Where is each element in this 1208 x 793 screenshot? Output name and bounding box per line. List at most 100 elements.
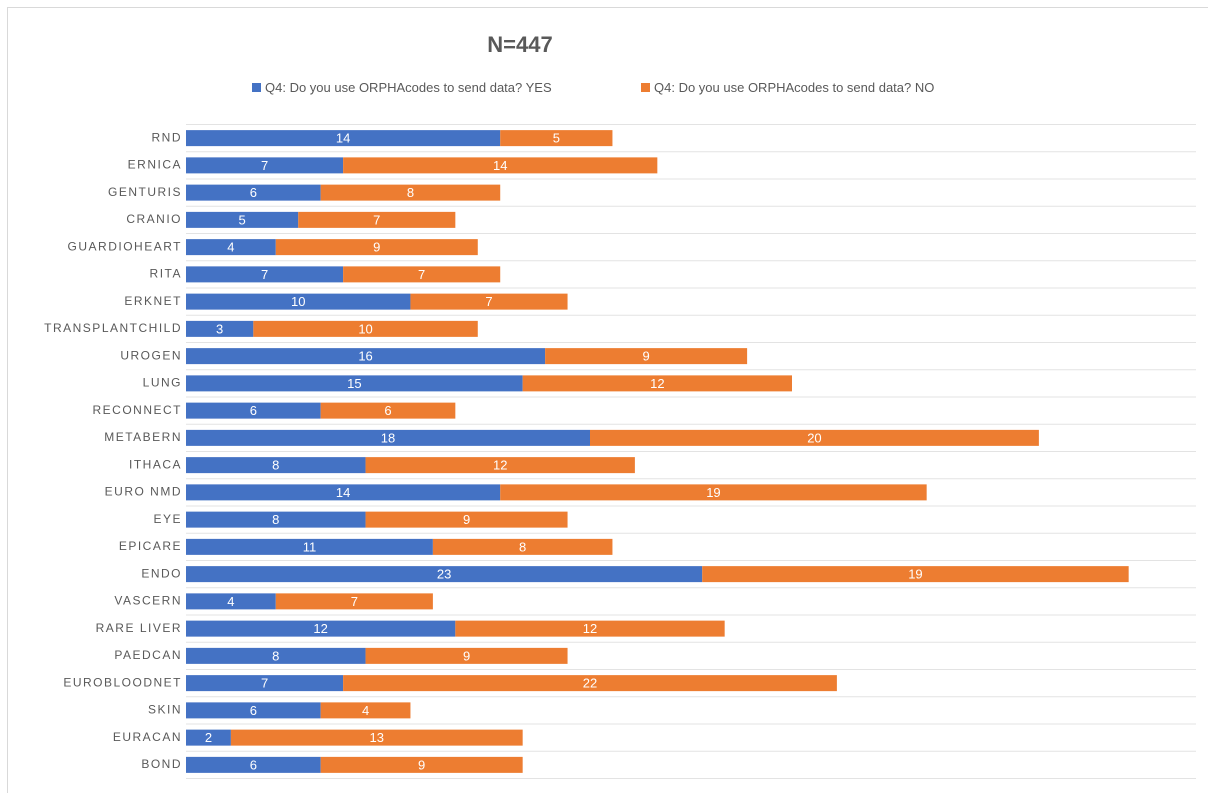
bar-segment (590, 429, 1039, 446)
y-tick-label: GUARDIOHEART (68, 239, 182, 253)
value-label: 12 (650, 376, 664, 391)
bar-segment (186, 157, 344, 174)
bar-segment (432, 538, 613, 555)
value-label: 7 (485, 294, 492, 309)
chart-title: N=447 (487, 32, 552, 57)
bar-segment (186, 130, 501, 147)
value-label: 9 (463, 648, 470, 663)
bar-segment (365, 647, 568, 664)
bar-segment (545, 348, 748, 365)
value-label: 12 (583, 621, 597, 636)
y-tick-label: METABERN (104, 430, 182, 444)
y-tick-label: RECONNECT (92, 403, 182, 417)
value-label: 13 (370, 730, 384, 745)
bar-segment (186, 239, 276, 256)
bar-segment (186, 484, 501, 501)
value-label: 4 (227, 594, 234, 609)
value-label: 15 (347, 376, 361, 391)
value-label: 19 (908, 567, 922, 582)
bar-segment (186, 620, 456, 637)
legend-label: Q4: Do you use ORPHAcodes to send data? … (265, 80, 552, 95)
value-label: 5 (553, 131, 560, 146)
value-label: 8 (272, 648, 279, 663)
bar-segment (186, 511, 366, 528)
value-label: 7 (261, 267, 268, 282)
value-label: 8 (407, 185, 414, 200)
bar-segment (186, 593, 276, 610)
value-label: 20 (807, 430, 821, 445)
value-label: 2 (205, 730, 212, 745)
bar-segment (186, 184, 321, 201)
value-label: 6 (250, 185, 257, 200)
bar-segment (320, 702, 411, 719)
value-label: 6 (250, 757, 257, 772)
value-label: 11 (303, 539, 317, 554)
y-tick-label: ITHACA (129, 457, 182, 471)
bar-segment (343, 266, 501, 283)
value-label: 4 (227, 240, 234, 255)
bar-segment (320, 184, 501, 201)
value-label: 8 (519, 539, 526, 554)
legend-swatch (252, 83, 261, 92)
y-tick-label: GENTURIS (108, 185, 182, 199)
bar-segment (186, 211, 299, 228)
bar-segment (410, 293, 568, 310)
bar-segment (186, 457, 366, 474)
bar-segment (186, 729, 231, 746)
y-tick-label: CRANIO (126, 212, 182, 226)
legend-swatch (641, 83, 650, 92)
value-label: 6 (250, 703, 257, 718)
value-label: 3 (216, 321, 223, 336)
bar-segment (186, 538, 433, 555)
bar-segment (186, 647, 366, 664)
value-label: 10 (358, 321, 372, 336)
bar-segment (186, 702, 321, 719)
value-label: 6 (384, 403, 391, 418)
value-label: 12 (493, 458, 507, 473)
y-tick-label: EYE (153, 512, 182, 526)
chart-border (7, 7, 1208, 793)
y-tick-label: RND (152, 130, 183, 144)
bar-segment (186, 348, 546, 365)
value-label: 7 (261, 676, 268, 691)
bar-segment (320, 402, 456, 419)
value-label: 8 (272, 458, 279, 473)
value-label: 23 (437, 567, 451, 582)
bar-segment (186, 293, 411, 310)
y-tick-label: RITA (150, 267, 182, 281)
y-tick-label: TRANSPLANTCHILD (44, 321, 182, 335)
value-label: 14 (336, 485, 350, 500)
value-label: 7 (373, 212, 380, 227)
bar-segment (186, 675, 344, 692)
y-tick-label: EUROBLOODNET (63, 675, 182, 689)
value-label: 10 (291, 294, 305, 309)
bar-segment (500, 130, 613, 147)
y-tick-label: RARE LIVER (96, 621, 182, 635)
bar-segment (186, 429, 590, 446)
y-tick-label: ERNICA (128, 158, 182, 172)
value-label: 6 (250, 403, 257, 418)
value-label: 16 (358, 349, 372, 364)
bar-segment (186, 375, 523, 392)
y-tick-label: ERKNET (124, 294, 182, 308)
y-tick-label: PAEDCAN (114, 648, 182, 662)
bar-segment (455, 620, 725, 637)
y-tick-label: SKIN (148, 703, 182, 717)
value-label: 18 (381, 430, 395, 445)
y-tick-label: EURO NMD (105, 485, 182, 499)
value-label: 4 (362, 703, 369, 718)
y-tick-label: EPICARE (119, 539, 182, 553)
value-label: 9 (418, 757, 425, 772)
value-label: 5 (238, 212, 245, 227)
value-label: 14 (336, 131, 350, 146)
y-tick-label: BOND (141, 757, 182, 771)
bar-segment (230, 729, 523, 746)
bar-segment (186, 402, 321, 419)
bar-segment (522, 375, 792, 392)
bar-segment (702, 566, 1129, 583)
legend-label: Q4: Do you use ORPHAcodes to send data? … (654, 80, 934, 95)
value-label: 8 (272, 512, 279, 527)
value-label: 9 (642, 349, 649, 364)
bar-segment (365, 457, 635, 474)
